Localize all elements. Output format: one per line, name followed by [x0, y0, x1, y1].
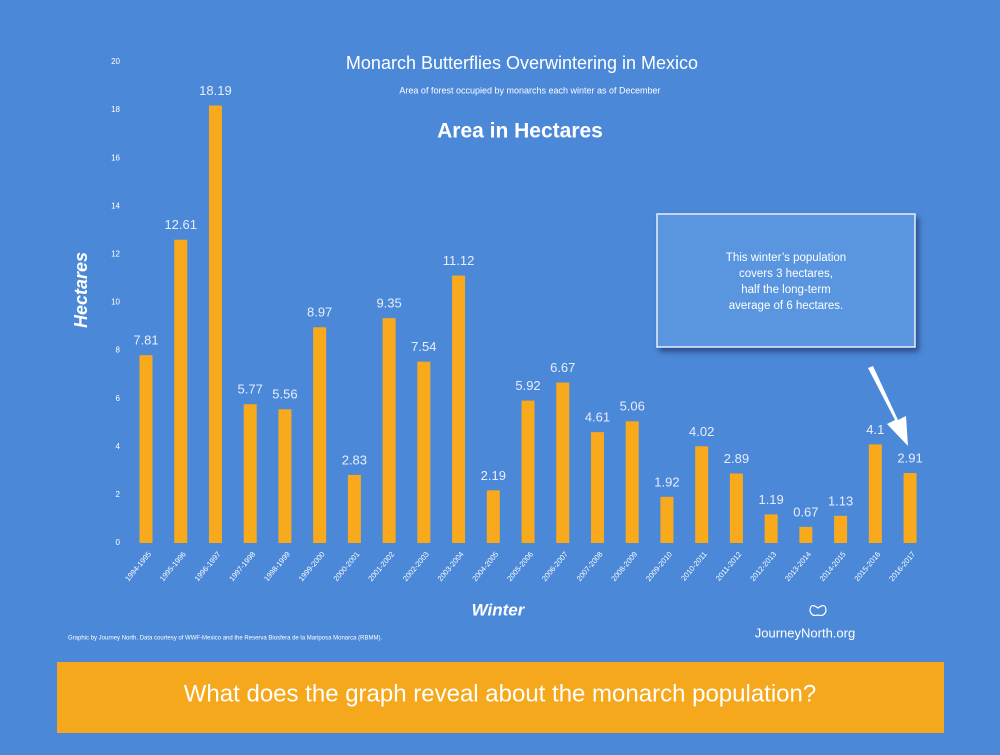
value-label: 9.35 [376, 296, 401, 311]
bar [452, 275, 466, 543]
value-label: 18.19 [199, 83, 232, 98]
value-label: 2.89 [724, 451, 749, 466]
bar [417, 361, 431, 543]
arrow [868, 366, 908, 446]
bar [486, 490, 500, 543]
bar [174, 239, 188, 544]
value-label: 4.02 [689, 424, 714, 439]
value-label: 7.81 [133, 333, 158, 348]
bar [868, 444, 882, 543]
value-label: 6.67 [550, 360, 575, 375]
annotation-line: covers 3 hectares, [739, 268, 833, 280]
x-axis-label: Winter [472, 600, 526, 619]
value-label: 5.56 [272, 387, 297, 402]
y-tick-label: 2 [116, 490, 121, 499]
bar [729, 473, 743, 543]
y-tick-label: 16 [111, 153, 120, 162]
bar [139, 355, 153, 543]
value-label: 5.77 [238, 382, 263, 397]
annotation-line: average of 6 hectares. [729, 300, 843, 312]
bar [556, 382, 570, 543]
value-label: 7.54 [411, 339, 436, 354]
value-label: 2.83 [342, 452, 367, 467]
value-label: 4.61 [585, 410, 610, 425]
y-axis-label: Hectares [71, 252, 91, 328]
value-label: 1.13 [828, 493, 853, 508]
annotation-line: This winter’s population [726, 252, 846, 264]
y-tick-label: 10 [111, 298, 120, 307]
bar [660, 496, 674, 543]
chart-title: Monarch Butterflies Overwintering in Mex… [346, 53, 698, 73]
logo-icon [809, 605, 827, 617]
annotation-box [656, 213, 916, 348]
value-label: 11.12 [443, 253, 475, 268]
bar [695, 446, 709, 543]
y-tick-label: 18 [111, 105, 120, 114]
bar [278, 409, 292, 543]
y-tick-label: 0 [116, 538, 121, 547]
annotation-line: half the long-term [741, 284, 831, 296]
y-tick-label: 20 [111, 57, 120, 66]
bar [590, 432, 604, 543]
bar [382, 318, 396, 543]
logo: JourneyNorth.org [755, 625, 855, 640]
value-label: 8.97 [307, 305, 332, 320]
bar [313, 327, 327, 543]
annotation: This winter’s population covers 3 hectare… [726, 252, 846, 312]
value-label: 12.61 [164, 217, 197, 232]
value-label: 1.92 [654, 474, 679, 489]
bar [347, 474, 361, 543]
bar [834, 515, 848, 543]
y-tick-label: 14 [111, 201, 120, 210]
bar [243, 404, 257, 543]
value-label: 2.91 [897, 450, 922, 465]
bar [521, 400, 535, 543]
question-banner [57, 662, 944, 733]
bar [799, 526, 813, 543]
value-label: 5.92 [515, 378, 540, 393]
bar [625, 421, 639, 543]
y-tick-label: 12 [111, 250, 120, 259]
credit: Graphic by Journey North. Data courtesy … [68, 636, 382, 642]
y-tick-label: 4 [116, 442, 121, 451]
chart-subtitle: Area of forest occupied by monarchs each… [399, 85, 660, 95]
value-label: 0.67 [793, 504, 818, 519]
y-tick-label: 6 [116, 394, 121, 403]
value-label: 2.19 [481, 468, 506, 483]
value-label: 1.19 [758, 492, 783, 507]
bar [208, 105, 222, 543]
question: What does the graph reveal about the mon… [184, 680, 816, 707]
y-tick-label: 8 [116, 346, 121, 355]
value-label: 4.1 [866, 422, 884, 437]
value-label: 5.06 [620, 399, 645, 414]
heading: Area in Hectares [437, 120, 603, 143]
bar [903, 473, 917, 543]
bar [764, 514, 778, 543]
